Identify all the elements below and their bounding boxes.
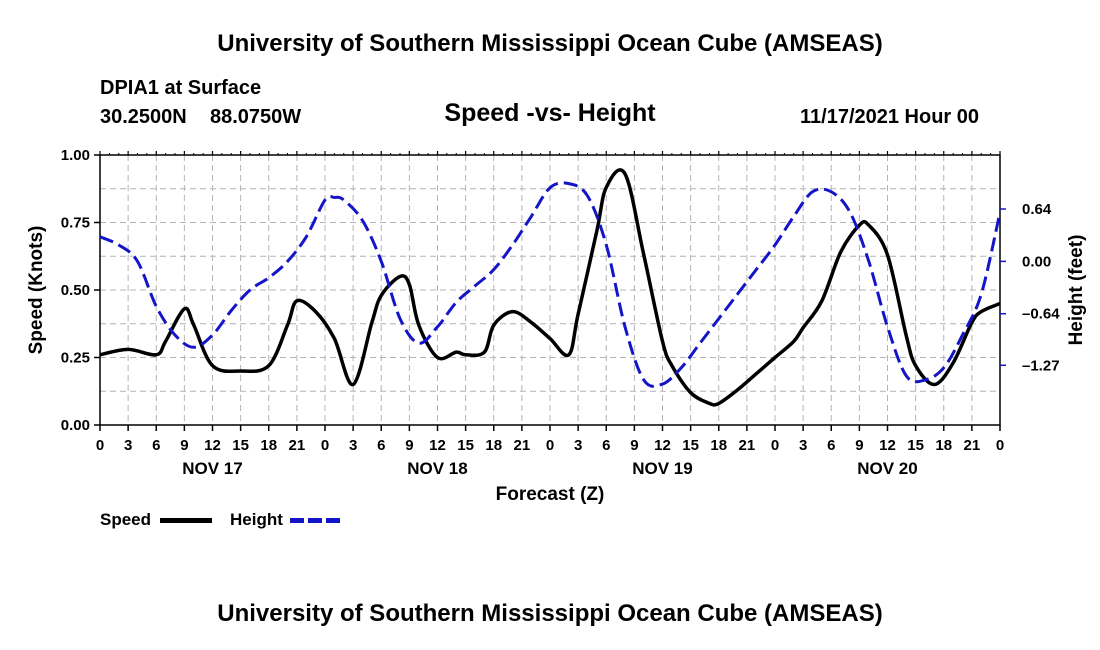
- x-tick-label: 15: [907, 437, 924, 454]
- x-tick-label: 3: [124, 437, 132, 454]
- top-title: University of Southern Mississippi Ocean…: [217, 30, 883, 57]
- x-tick-label: 21: [514, 437, 531, 454]
- chart-title: Speed -vs- Height: [444, 99, 656, 127]
- day-label: NOV 20: [857, 459, 917, 478]
- x-tick-label: 3: [574, 437, 582, 454]
- legend-speed-label: Speed: [100, 510, 152, 529]
- x-tick-label: 18: [935, 437, 952, 454]
- x-tick-label: 12: [429, 437, 446, 454]
- x-tick-label: 21: [964, 437, 981, 454]
- legend-speed-swatch: [160, 518, 212, 523]
- x-tick-label: 0: [771, 437, 779, 454]
- x-tick-label: 12: [204, 437, 221, 454]
- x-tick-label: 6: [827, 437, 835, 454]
- x-tick-label: 18: [260, 437, 277, 454]
- station-label: DPIA1 at Surface: [100, 77, 262, 99]
- speed-series-line: [99, 168, 1001, 407]
- x-tick-label: 6: [602, 437, 610, 454]
- x-tick-label: 15: [457, 437, 474, 454]
- y2-tick-label: 0.64: [1022, 201, 1052, 218]
- x-tick-label: 0: [96, 437, 104, 454]
- day-label: NOV 18: [407, 459, 467, 478]
- y2-tick-label: 0.00: [1022, 253, 1051, 270]
- y2-tick-label: –0.64: [1022, 306, 1060, 323]
- day-label: NOV 19: [632, 459, 692, 478]
- x-tick-label: 9: [180, 437, 188, 454]
- x-tick-label: 3: [799, 437, 807, 454]
- y-tick-label: 0.50: [61, 282, 90, 299]
- y2-axis-title: Height (feet): [1066, 235, 1087, 346]
- y-tick-label: 0.25: [61, 350, 90, 367]
- y2-tick-label: –1.27: [1022, 357, 1060, 374]
- x-tick-label: 15: [682, 437, 699, 454]
- longitude-label: 88.0750W: [210, 106, 302, 128]
- y-tick-label: 0.00: [61, 417, 90, 434]
- day-label: NOV 17: [182, 459, 242, 478]
- x-tick-label: 12: [654, 437, 671, 454]
- x-tick-label: 6: [377, 437, 385, 454]
- legend-height-swatch: [290, 518, 342, 523]
- x-tick-label: 0: [546, 437, 554, 454]
- x-tick-label: 6: [152, 437, 160, 454]
- x-tick-label: 18: [710, 437, 727, 454]
- x-tick-label: 18: [485, 437, 502, 454]
- bottom-title: University of Southern Mississippi Ocean…: [217, 600, 883, 627]
- x-tick-label: 21: [739, 437, 756, 454]
- y-axis-title: Speed (Knots): [26, 226, 47, 355]
- x-tick-label: 21: [289, 437, 306, 454]
- y-tick-label: 1.00: [61, 147, 90, 164]
- datetime-label: 11/17/2021 Hour 00: [800, 106, 980, 128]
- latitude-label: 30.2500N: [100, 106, 187, 128]
- x-tick-label: 3: [349, 437, 357, 454]
- x-tick-label: 9: [630, 437, 638, 454]
- x-tick-label: 9: [405, 437, 413, 454]
- y-tick-label: 0.75: [61, 215, 90, 232]
- x-tick-label: 9: [855, 437, 863, 454]
- x-tick-label: 0: [996, 437, 1004, 454]
- x-tick-label: 12: [879, 437, 896, 454]
- x-tick-label: 0: [321, 437, 329, 454]
- x-axis-title: Forecast (Z): [496, 484, 605, 505]
- x-tick-label: 15: [232, 437, 249, 454]
- legend-height-label: Height: [230, 510, 283, 529]
